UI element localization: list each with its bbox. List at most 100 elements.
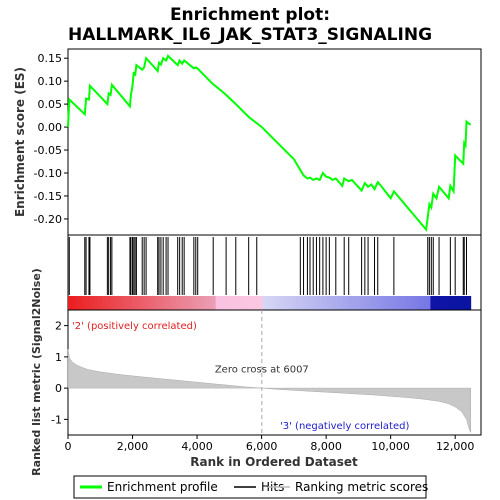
color-bar-segment xyxy=(323,296,327,310)
color-bar-segment xyxy=(390,296,394,310)
color-bar-segment xyxy=(229,296,233,310)
color-bar-segment xyxy=(128,296,133,310)
color-bar-segment xyxy=(416,296,421,310)
color-bar-segment xyxy=(400,296,405,310)
color-bar-segment xyxy=(306,296,311,310)
color-bar-segment xyxy=(269,296,274,310)
color-bar-segment xyxy=(406,296,411,310)
chart-title-line2: HALLMARK_IL6_JAK_STAT3_SIGNALING xyxy=(68,25,432,45)
color-bar-segment xyxy=(111,296,116,310)
positive-label: '2' (positively correlated) xyxy=(72,321,197,332)
ranked-xlabel: Rank in Ordered Dataset xyxy=(190,455,358,469)
ranked-xtick-label: 0 xyxy=(65,440,72,453)
es-ytick-label: 0.10 xyxy=(38,75,63,88)
ranked-xtick-label: 4,000 xyxy=(181,440,213,453)
color-bar-segment xyxy=(145,296,150,310)
color-bar-segment xyxy=(84,296,89,310)
color-bar-segment xyxy=(343,296,348,310)
es-ytick-label: 0.00 xyxy=(38,121,63,134)
color-bar-segment xyxy=(410,296,415,310)
color-bar-segment xyxy=(71,296,76,310)
color-bar-segment xyxy=(98,296,103,310)
es-ytick-label: -0.10 xyxy=(34,167,62,180)
color-bar-segment xyxy=(249,296,254,310)
color-bar-segment xyxy=(138,296,143,310)
color-bar-segment xyxy=(359,296,364,310)
color-bar-segment xyxy=(195,296,200,310)
color-bar-segment xyxy=(239,296,243,310)
hits-marks xyxy=(68,237,467,295)
es-ytick-label: -0.05 xyxy=(34,144,62,157)
color-bar-segment xyxy=(447,296,452,310)
color-bar-segment xyxy=(299,296,304,310)
color-bar-segment xyxy=(286,296,290,310)
color-bar-segment xyxy=(252,296,257,310)
es-ylabel: Enrichment score (ES) xyxy=(13,67,27,217)
color-bar-segment xyxy=(172,296,176,310)
color-bar-segment xyxy=(262,296,267,310)
ranked-ytick-label: 1 xyxy=(55,351,62,364)
color-bar-segment xyxy=(386,296,391,310)
ranked-ytick-label: 2 xyxy=(55,320,62,333)
color-bar-segment xyxy=(427,296,431,310)
color-bar-segment xyxy=(319,296,324,310)
color-bar-segment xyxy=(346,296,351,310)
color-bar-segment xyxy=(101,296,106,310)
color-bar-segment xyxy=(114,296,119,310)
color-bar-segment xyxy=(242,296,247,310)
color-bar-segment xyxy=(356,296,361,310)
es-panel-frame xyxy=(67,48,482,236)
color-bar-segment xyxy=(460,296,465,310)
color-bar-segment xyxy=(279,296,284,310)
negative-label: '3' (negatively correlated) xyxy=(280,421,409,432)
color-bar-segment xyxy=(208,296,213,310)
color-bar-segment xyxy=(370,296,374,310)
color-bar-segment xyxy=(380,296,384,310)
color-bar-segment xyxy=(312,296,317,310)
ranked-xtick-label: 12,000 xyxy=(436,440,475,453)
color-bar-segment xyxy=(192,296,197,310)
ranked-ytick-label: -1 xyxy=(51,413,62,426)
color-bar-segment xyxy=(265,296,270,310)
color-bar-segment xyxy=(296,296,301,310)
color-bar-segment xyxy=(91,296,96,310)
color-bar-segment xyxy=(225,296,230,310)
color-bar-segment xyxy=(125,296,129,310)
ranked-panel-frame xyxy=(67,309,482,436)
ranking-metric-area xyxy=(67,349,471,433)
color-bar-segment xyxy=(104,296,109,310)
color-bar-segment xyxy=(259,296,264,310)
color-bar-segment xyxy=(349,296,354,310)
color-bar-segment xyxy=(440,296,445,310)
color-bar-segment xyxy=(393,296,398,310)
color-bar-segment xyxy=(363,296,368,310)
zero-cross-label: Zero cross at 6007 xyxy=(215,365,309,376)
color-bar-segment xyxy=(353,296,358,310)
color-bar-segment xyxy=(215,296,220,310)
color-bar-segment xyxy=(423,296,428,310)
color-bar-segment xyxy=(302,296,307,310)
color-bar-segment xyxy=(135,296,139,310)
color-bar-segment xyxy=(212,296,217,310)
color-bar-segment xyxy=(118,296,123,310)
color-bar-segment xyxy=(175,296,180,310)
color-bar-segment xyxy=(185,296,190,310)
color-bar-segment xyxy=(168,296,173,310)
color-bar-segment xyxy=(232,296,237,310)
color-bar-segment xyxy=(165,296,170,310)
color-bar-segment xyxy=(205,296,210,310)
ranked-xtick-label: 8,000 xyxy=(310,440,342,453)
ranked-ytick-label: 0 xyxy=(55,382,62,395)
color-bar-segment xyxy=(463,296,468,310)
color-bar-segment xyxy=(430,296,435,310)
color-bar-segment xyxy=(413,296,418,310)
color-bar-segment xyxy=(403,296,408,310)
color-bar-segment xyxy=(443,296,448,310)
color-bar-segment xyxy=(94,296,99,310)
ranked-ylabel: Ranked list metric (Signal2Noise) xyxy=(30,268,43,476)
ranked-xtick-label: 6,000 xyxy=(246,440,278,453)
color-bar-segment xyxy=(376,296,381,310)
color-bar-segment xyxy=(339,296,344,310)
color-bar-segment xyxy=(151,296,156,310)
